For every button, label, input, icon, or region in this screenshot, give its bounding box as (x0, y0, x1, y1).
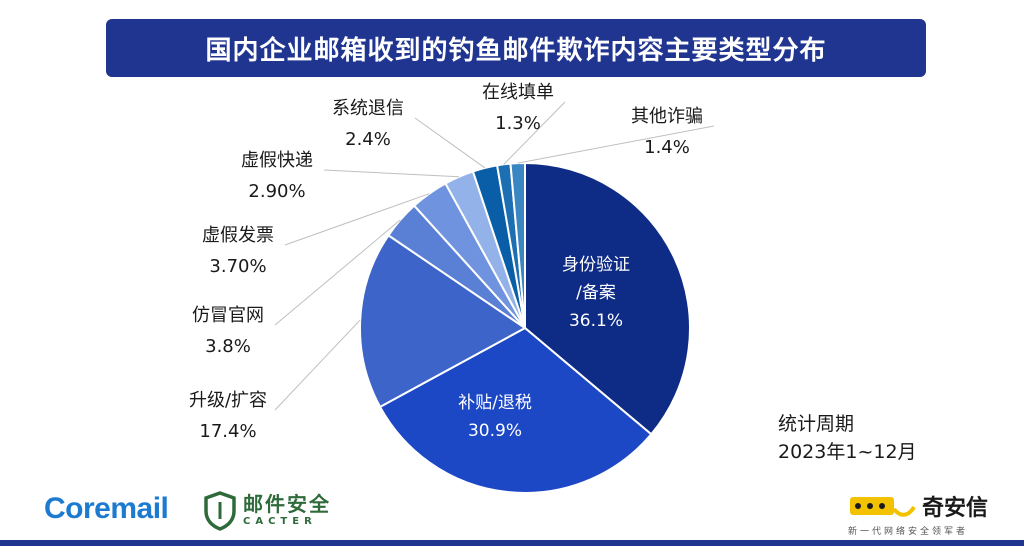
cacter-cn: 邮件安全 (243, 492, 331, 516)
slice-label-7: 在线填单 1.3% (482, 82, 554, 134)
slice-label-3: 仿冒官网 3.8% (192, 305, 264, 357)
qianxin-slogan: 新一代网络安全领军者 (848, 527, 969, 537)
leader-line-6 (414, 117, 486, 169)
slice-label-2: 升级/扩容 17.4% (189, 390, 267, 442)
qianxin-name: 奇安信 (922, 496, 989, 521)
leader-line-7 (503, 101, 566, 165)
leader-line-8 (517, 125, 715, 164)
shield-icon (204, 491, 236, 531)
leader-lines (274, 101, 715, 411)
slice-labels: 身份验证/备案 36.1% 补贴/退税 30.9% 升级/扩容 17.4% 仿冒官网 3.8%… (189, 82, 703, 442)
cacter-logo: 邮件安全 CACTER (203, 491, 331, 531)
slice-label-1: 补贴/退税 30.9% (458, 393, 532, 441)
leader-line-3 (274, 219, 401, 326)
cacter-en: CACTER (243, 516, 317, 527)
pie-slice-1 (378, 326, 653, 494)
stat-period: 统计周期 2023年1~12月 (778, 410, 917, 466)
stat-period-label: 统计周期 (778, 413, 855, 435)
leader-line-5 (323, 169, 459, 178)
stat-period-value: 2023年1~12月 (778, 441, 917, 463)
pie-slice-0 (524, 161, 691, 436)
slice-label-0: 身份验证/备案 36.1% (562, 255, 630, 331)
slice-label-4: 虚假发票 3.70% (202, 225, 274, 277)
chart-title: 国内企业邮箱收到的钓鱼邮件欺诈内容主要类型分布 (205, 35, 827, 66)
leader-line-4 (284, 193, 430, 246)
slice-label-8: 其他诈骗 1.4% (631, 106, 703, 158)
leader-line-2 (274, 319, 361, 411)
bottom-divider (0, 540, 1024, 546)
qianxin-mark-icon (850, 497, 916, 517)
pie-slice-2 (359, 233, 527, 409)
slice-label-6: 系统退信 2.4% (332, 98, 404, 150)
pie-slices (359, 161, 691, 494)
coremail-logo: Coremail (44, 492, 169, 525)
slice-label-5: 虚假快递 2.90% (241, 150, 313, 202)
title-bar: 国内企业邮箱收到的钓鱼邮件欺诈内容主要类型分布 (106, 19, 926, 77)
qianxin-logo: 奇安信 新一代网络安全领军者 (848, 490, 988, 537)
